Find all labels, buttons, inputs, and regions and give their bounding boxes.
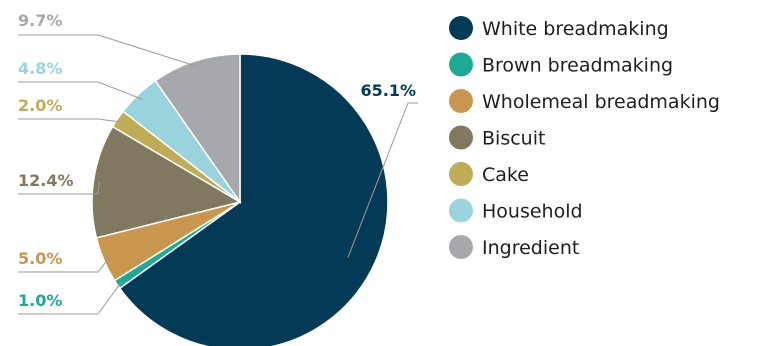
leader-line-brown-breadmaking xyxy=(18,280,123,315)
pie-slices xyxy=(91,53,389,346)
legend-label-biscuit: Biscuit xyxy=(482,128,545,150)
legend-swatch-wholemeal-breadmaking xyxy=(449,89,473,113)
legend-swatch-brown-breadmaking xyxy=(449,52,473,77)
legend-label-wholemeal-breadmaking: Wholemeal breadmaking xyxy=(482,91,720,113)
leader-lines xyxy=(18,34,418,315)
pct-label-white-breadmaking: 65.1% xyxy=(360,81,416,100)
legend-swatch-ingredient xyxy=(449,235,473,259)
pct-label-wholemeal-breadmaking: 5.0% xyxy=(18,249,62,268)
pct-label-household: 4.8% xyxy=(18,59,62,78)
legend-swatch-biscuit xyxy=(449,125,473,150)
leader-line-wholemeal-breadmaking xyxy=(18,257,110,273)
legend-label-household: Household xyxy=(482,201,583,223)
leader-line-white-breadmaking xyxy=(347,102,418,258)
leader-line-cake xyxy=(18,118,123,123)
legend-swatch-cake xyxy=(449,162,473,186)
legend-label-ingredient: Ingredient xyxy=(482,237,579,259)
leader-line-household xyxy=(18,81,143,100)
legend: White breadmaking Brown breadmaking Wholem… xyxy=(449,16,720,259)
leader-line-biscuit xyxy=(18,181,100,195)
slice-biscuit xyxy=(91,125,242,239)
pct-label-biscuit: 12.4% xyxy=(18,171,74,190)
pct-label-brown-breadmaking: 1.0% xyxy=(18,291,62,310)
pct-label-ingredient: 9.7% xyxy=(18,11,62,30)
slice-ingredient xyxy=(154,53,241,205)
legend-swatch-white-breadmaking xyxy=(449,16,473,40)
legend-label-cake: Cake xyxy=(482,164,529,186)
pct-label-cake: 2.0% xyxy=(18,96,62,115)
legend-label-white-breadmaking: White breadmaking xyxy=(482,18,669,40)
percentage-labels: 65.1% 1.0% 5.0% 12.4% 2.0% 4.8% 9.7% xyxy=(18,11,416,310)
slice-white-breadmaking xyxy=(118,53,389,346)
legend-swatch-household xyxy=(449,198,473,223)
leader-line-ingredient xyxy=(18,34,198,67)
legend-label-brown-breadmaking: Brown breadmaking xyxy=(482,55,673,77)
